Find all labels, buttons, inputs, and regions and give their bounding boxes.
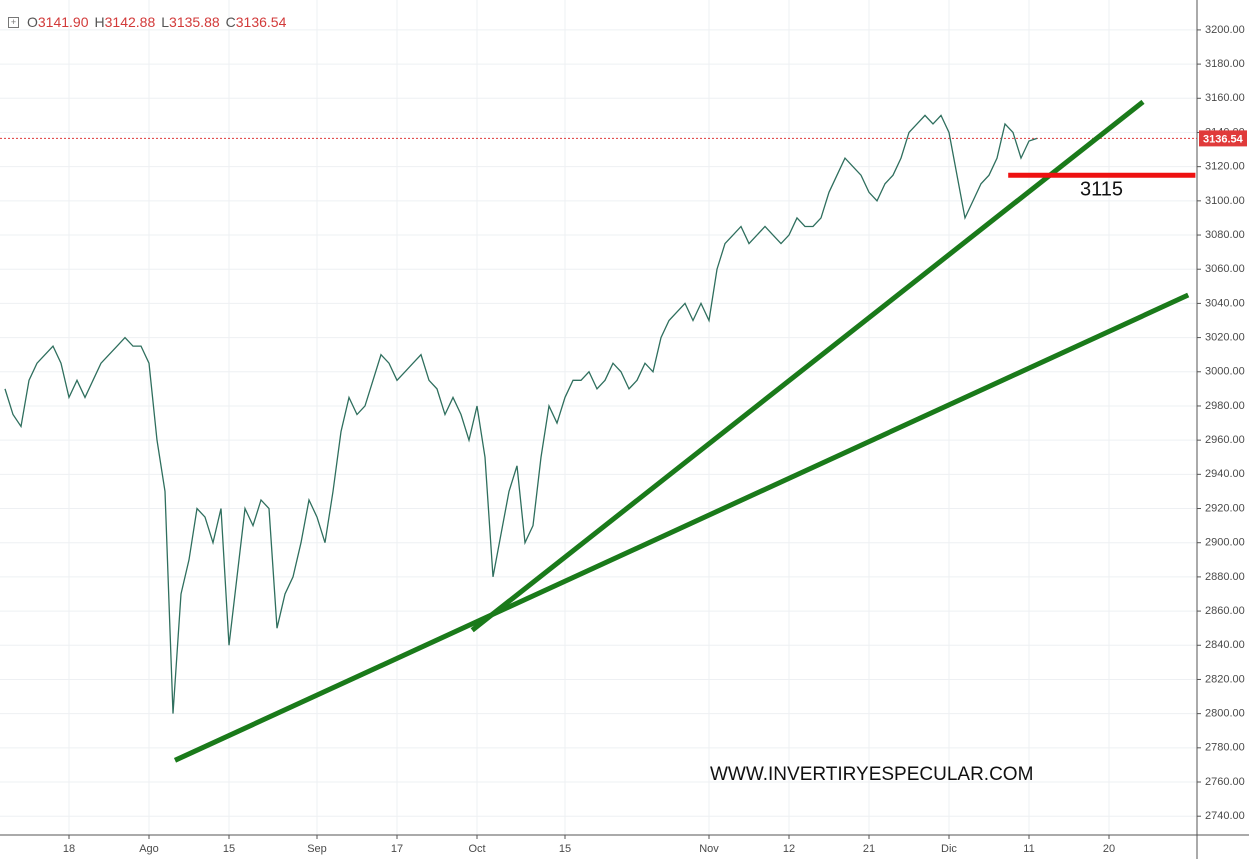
expand-icon[interactable]: +: [8, 16, 19, 28]
y-tick-label: 3200.00: [1205, 24, 1245, 36]
ohlc-item: H3142.88: [95, 14, 156, 30]
x-tick-label: Ago: [139, 843, 159, 855]
last-price-label: 3136.54: [1203, 133, 1244, 145]
y-tick-label: 2980.00: [1205, 400, 1245, 412]
y-tick-label: 2940.00: [1205, 468, 1245, 480]
x-tick-label: Sep: [307, 843, 327, 855]
y-tick-label: 2800.00: [1205, 708, 1245, 720]
y-tick-label: 3020.00: [1205, 331, 1245, 343]
y-tick-label: 2860.00: [1205, 605, 1245, 617]
x-tick-label: Oct: [468, 843, 485, 855]
ohlc-key: L: [161, 14, 170, 30]
ohlc-value: 3141.90: [37, 14, 89, 30]
x-tick-label: 18: [63, 843, 75, 855]
ohlc-value: 3135.88: [169, 14, 220, 30]
ohlc-item: O3141.90: [27, 14, 89, 30]
y-tick-label: 3120.00: [1205, 161, 1245, 173]
x-tick-label: 12: [783, 843, 795, 855]
y-tick-label: 2840.00: [1205, 639, 1245, 651]
y-tick-label: 2880.00: [1205, 571, 1245, 583]
trendline: [173, 292, 1190, 763]
y-tick-label: 3080.00: [1205, 229, 1245, 241]
x-tick-label: Dic: [941, 843, 957, 855]
x-tick-label: 21: [863, 843, 875, 855]
ohlc-legend: + O3141.90 H3142.88 L3135.88 C3136.54: [8, 14, 286, 30]
y-tick-label: 3100.00: [1205, 195, 1245, 207]
y-tick-label: 3180.00: [1205, 58, 1245, 70]
y-tick-label: 2740.00: [1205, 810, 1245, 822]
ohlc-value: 3136.54: [235, 14, 287, 30]
y-tick-label: 2960.00: [1205, 434, 1245, 446]
level-label: 3115: [1080, 178, 1123, 200]
y-tick-label: 3060.00: [1205, 263, 1245, 275]
y-tick-label: 2780.00: [1205, 742, 1245, 754]
y-tick-label: 2820.00: [1205, 673, 1245, 685]
y-tick-label: 3040.00: [1205, 297, 1245, 309]
ohlc-value: 3142.88: [104, 14, 156, 30]
y-tick-label: 3000.00: [1205, 366, 1245, 378]
ohlc-item: C3136.54: [226, 14, 287, 30]
y-tick-label: 2900.00: [1205, 537, 1245, 549]
trendline: [470, 99, 1145, 633]
x-tick-label: 11: [1023, 843, 1034, 855]
x-tick-label: Nov: [699, 843, 719, 855]
price-line: [4, 114, 1038, 714]
y-tick-label: 2920.00: [1205, 502, 1245, 514]
last-price-tag: [1199, 130, 1247, 147]
ohlc-key: H: [94, 14, 105, 30]
watermark: WWW.INVERTIRYESPECULAR.COM: [710, 764, 1033, 785]
x-tick-label: 17: [391, 843, 403, 855]
x-tick-label: 15: [559, 843, 571, 855]
x-tick-label: 20: [1103, 843, 1115, 855]
ohlc-key: O: [27, 14, 38, 30]
x-tick-label: 15: [223, 843, 235, 855]
y-tick-label: 3160.00: [1205, 92, 1245, 104]
ohlc-key: C: [225, 14, 236, 30]
ohlc-item: L3135.88: [161, 14, 219, 30]
y-tick-label: 2760.00: [1205, 776, 1245, 788]
